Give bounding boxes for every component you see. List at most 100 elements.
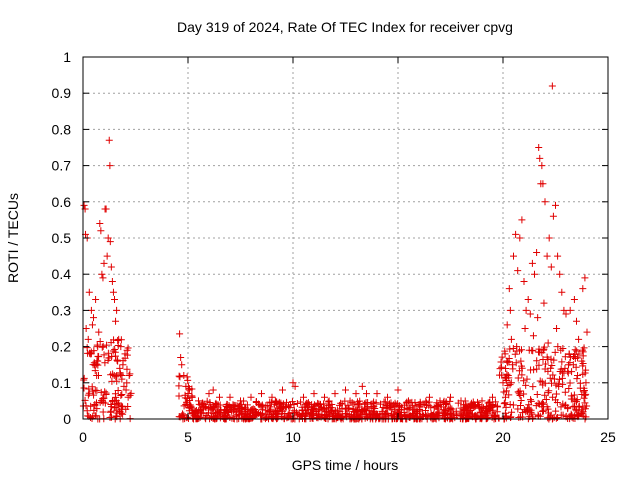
data-point [578, 410, 586, 418]
x-tick-label: 15 [390, 429, 406, 445]
data-point [388, 405, 396, 413]
y-tick-label: 1 [63, 49, 71, 65]
y-axis-label: ROTI / TECUs [5, 193, 21, 283]
data-point [300, 393, 307, 401]
data-point [106, 162, 114, 170]
x-tick-label: 0 [79, 429, 87, 445]
data-point [195, 400, 203, 408]
data-point [535, 361, 543, 369]
data-point [354, 401, 362, 409]
data-point [525, 401, 533, 409]
data-point [373, 390, 381, 398]
data-point [180, 372, 188, 380]
data-point [532, 402, 540, 410]
data-point [574, 354, 582, 362]
data-point [582, 366, 590, 374]
data-point [228, 407, 236, 415]
y-tick-label: 0.6 [52, 194, 72, 210]
data-point [107, 371, 115, 379]
data-point [104, 349, 112, 357]
data-point [121, 350, 129, 358]
data-point [539, 355, 547, 363]
data-point [118, 390, 126, 398]
data-point [355, 414, 363, 422]
data-point [389, 401, 397, 409]
data-point [545, 387, 553, 395]
data-point [111, 296, 118, 304]
x-tick-label: 20 [495, 429, 511, 445]
y-tick-label: 0 [63, 411, 71, 427]
data-point [86, 413, 94, 421]
data-point [554, 252, 562, 260]
data-point [188, 393, 196, 401]
data-point [203, 411, 211, 419]
data-point [124, 393, 132, 401]
data-point [325, 397, 333, 405]
data-point [552, 390, 560, 398]
data-point [114, 337, 122, 345]
data-point [467, 406, 475, 414]
data-point [507, 335, 515, 343]
data-point [554, 343, 562, 351]
data-point [90, 347, 98, 355]
data-point [581, 391, 589, 399]
data-point [522, 306, 530, 314]
data-point [564, 369, 572, 377]
data-point [538, 162, 546, 170]
data-point [338, 400, 346, 408]
data-point [102, 389, 110, 397]
data-point [514, 267, 522, 275]
x-axis-label: GPS time / hours [292, 457, 399, 473]
data-point [430, 404, 438, 412]
data-point [527, 406, 535, 414]
data-point [175, 392, 183, 400]
data-point [100, 351, 108, 359]
data-point [104, 356, 112, 364]
data-point [561, 388, 569, 396]
data-point [123, 346, 131, 354]
data-point [180, 411, 188, 419]
data-point [307, 405, 315, 413]
data-point [192, 406, 200, 414]
data-point [109, 347, 117, 355]
data-point [520, 390, 528, 398]
data-point [432, 402, 440, 410]
data-point [508, 408, 516, 416]
data-point [436, 397, 444, 405]
x-tick-label: 25 [600, 429, 616, 445]
data-point [548, 379, 555, 387]
data-point [558, 374, 566, 382]
data-point [356, 397, 364, 405]
data-point [489, 393, 496, 401]
data-point [80, 374, 88, 382]
data-point [553, 325, 561, 332]
data-point [113, 400, 121, 408]
data-point [346, 397, 354, 405]
data-point [574, 411, 582, 419]
data-point [87, 306, 95, 314]
data-point [184, 376, 192, 384]
data-point [448, 405, 456, 413]
data-point [551, 348, 559, 356]
data-point [442, 400, 450, 408]
data-point [516, 402, 524, 410]
y-tick-label: 0.1 [52, 375, 72, 391]
data-point [222, 414, 230, 422]
data-point [184, 401, 192, 409]
data-point [368, 414, 376, 422]
data-point [520, 377, 528, 385]
data-point [94, 343, 102, 351]
data-point [103, 341, 111, 349]
data-point [120, 382, 128, 390]
data-point [495, 414, 503, 422]
data-point [342, 386, 349, 394]
data-point [293, 400, 301, 408]
data-point [557, 346, 565, 354]
data-point [331, 390, 339, 398]
data-point [424, 411, 432, 419]
data-point [570, 391, 578, 399]
data-point [91, 400, 99, 408]
data-point [583, 402, 591, 410]
data-point [540, 343, 548, 351]
data-point [547, 263, 555, 271]
